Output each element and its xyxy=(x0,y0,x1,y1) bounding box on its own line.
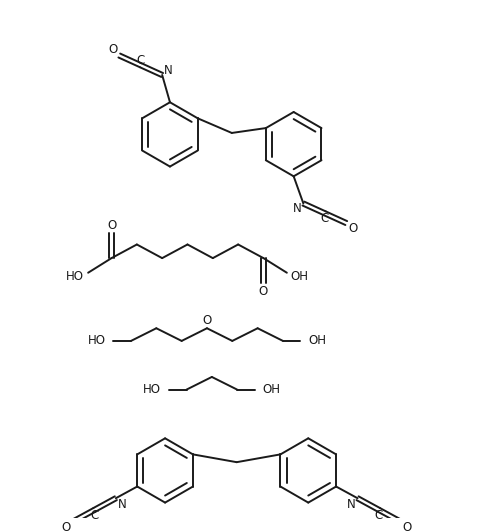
Text: O: O xyxy=(203,314,211,327)
Text: HO: HO xyxy=(66,270,84,283)
Text: C: C xyxy=(375,509,383,522)
Text: C: C xyxy=(137,54,145,67)
Text: O: O xyxy=(259,285,268,298)
Text: O: O xyxy=(108,43,117,56)
Text: O: O xyxy=(402,521,412,532)
Text: N: N xyxy=(118,497,127,511)
Text: N: N xyxy=(293,202,301,215)
Text: C: C xyxy=(90,509,98,522)
Text: O: O xyxy=(62,521,71,532)
Text: OH: OH xyxy=(291,270,309,283)
Text: HO: HO xyxy=(143,383,161,396)
Text: OH: OH xyxy=(262,383,281,396)
Text: O: O xyxy=(348,222,357,235)
Text: HO: HO xyxy=(88,335,106,347)
Text: OH: OH xyxy=(308,335,326,347)
Text: O: O xyxy=(107,219,116,231)
Text: N: N xyxy=(347,497,356,511)
Text: N: N xyxy=(164,64,173,77)
Text: C: C xyxy=(321,212,329,225)
